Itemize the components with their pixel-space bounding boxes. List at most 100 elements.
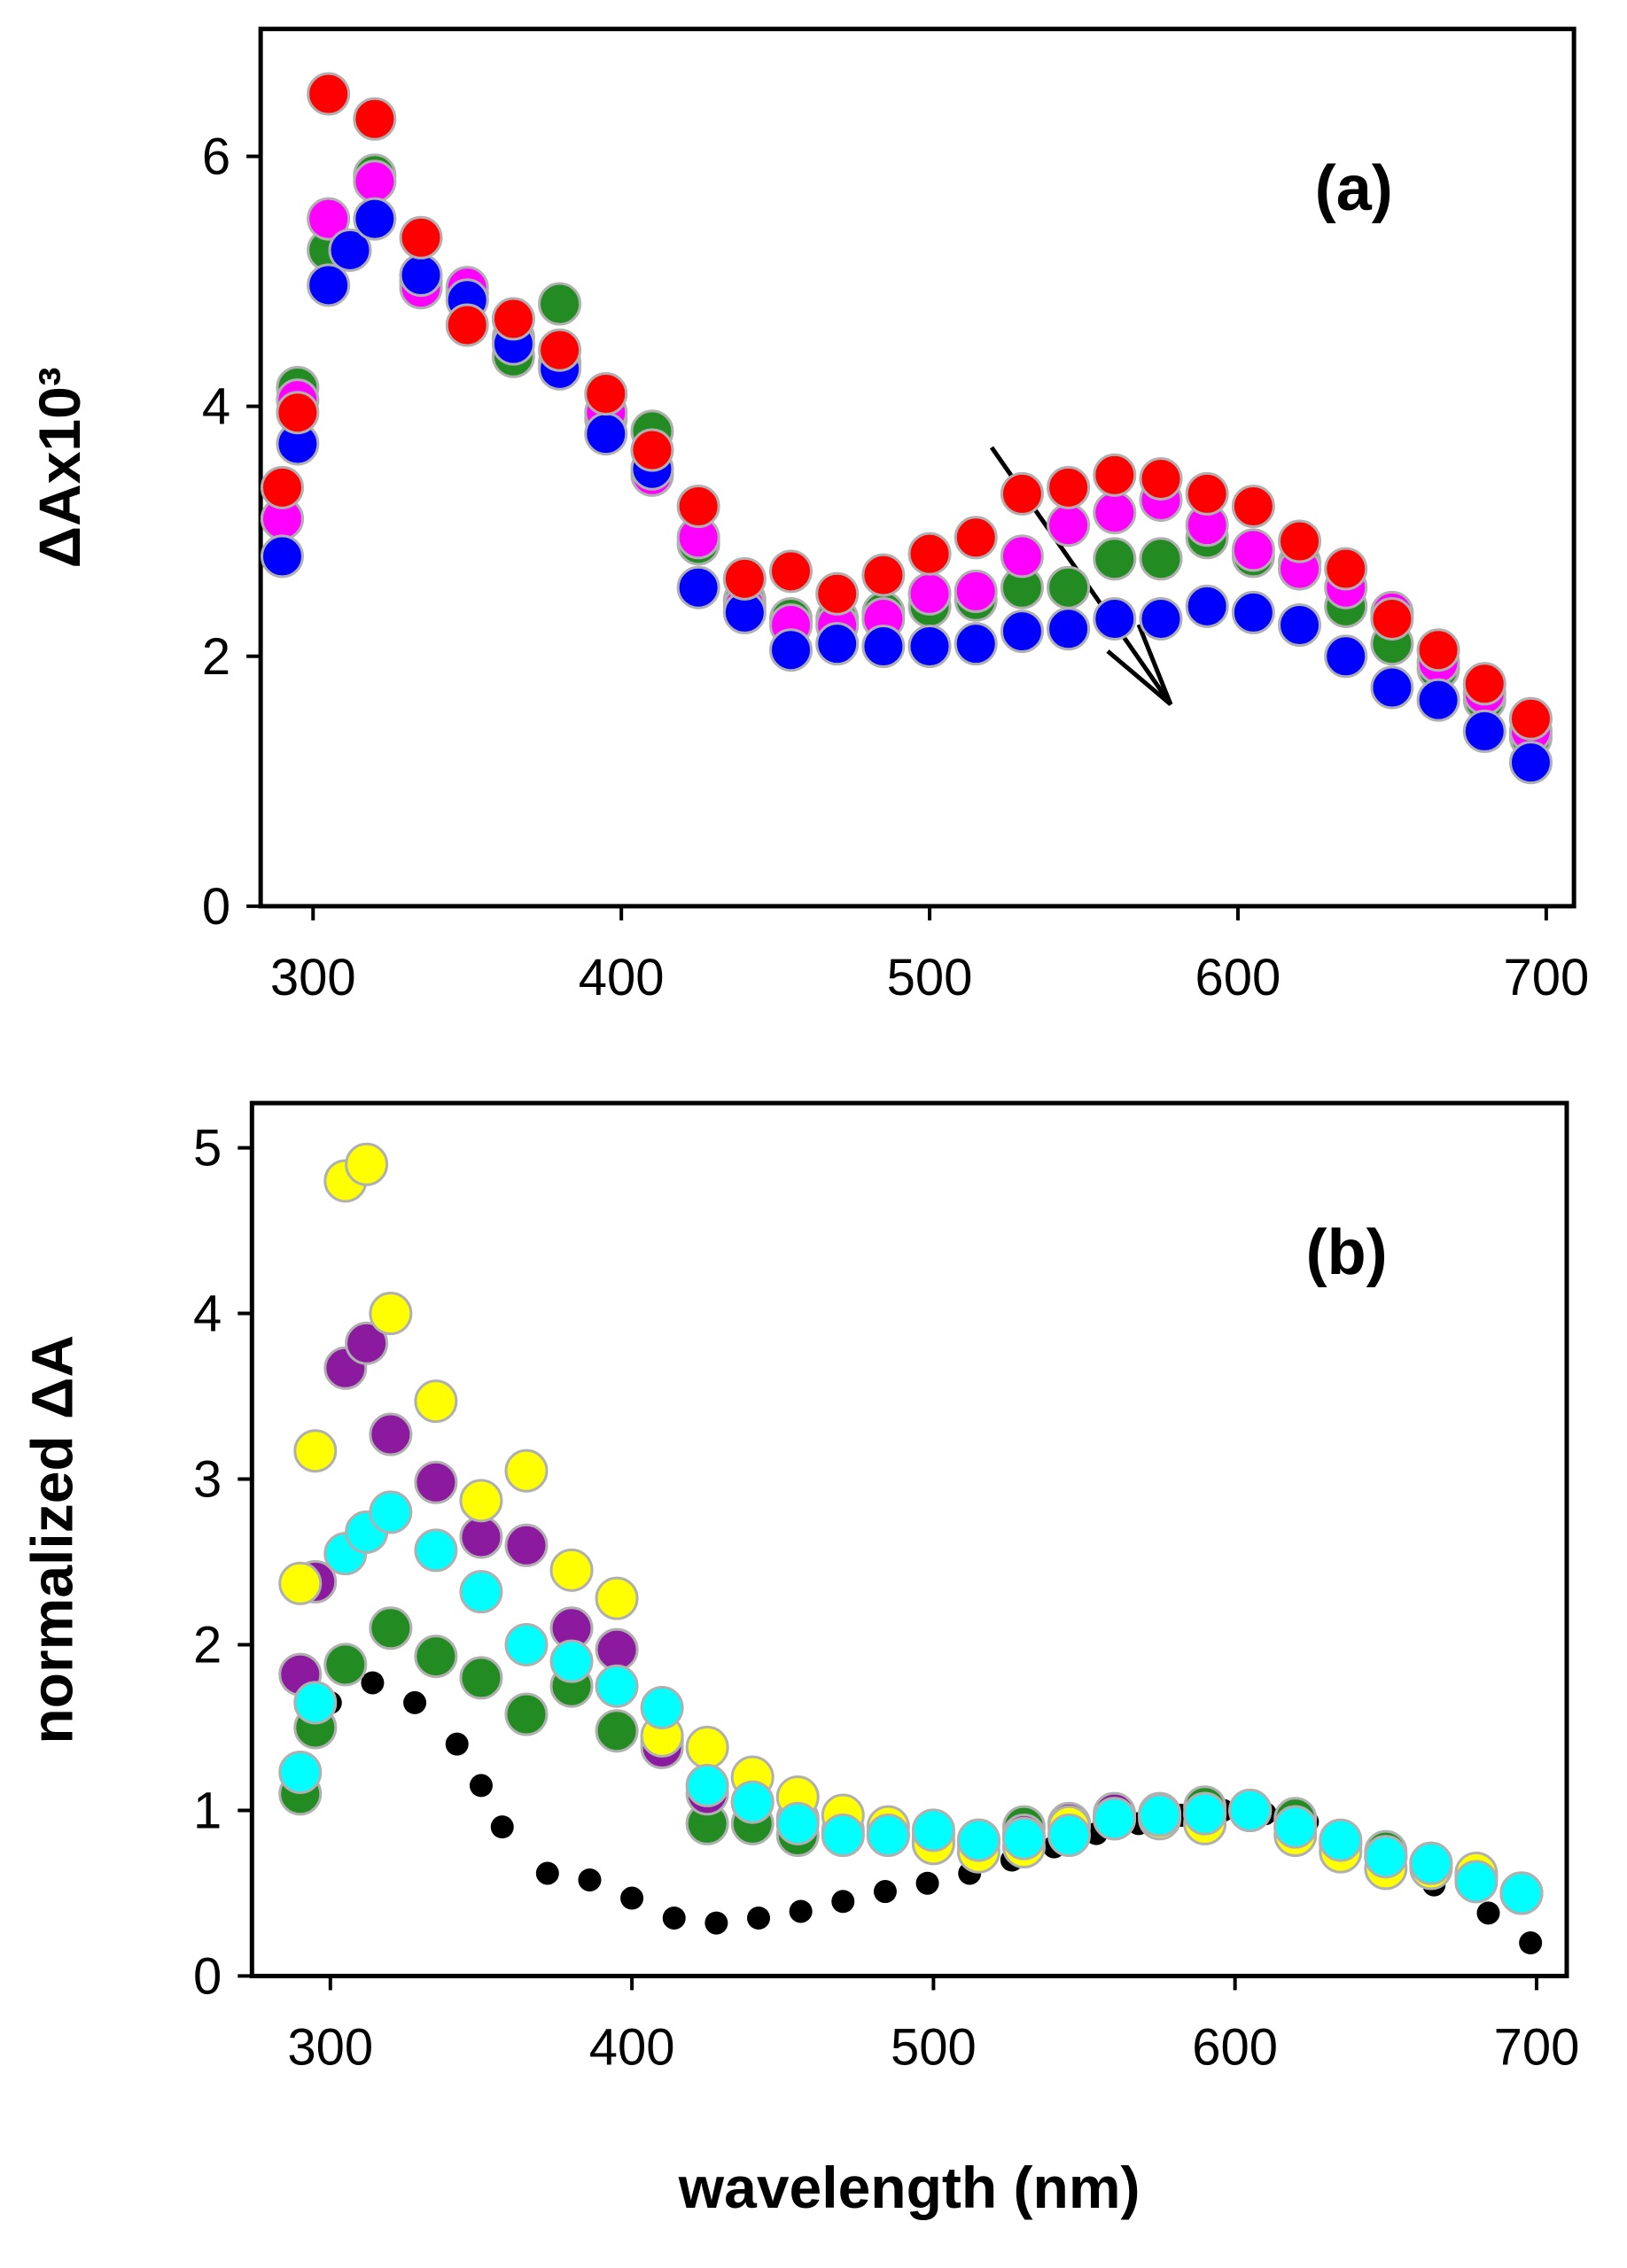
data-point	[504, 1523, 549, 1567]
data-point	[769, 549, 814, 594]
y-tick-label: 6	[202, 128, 230, 186]
data-point	[1231, 528, 1275, 572]
data-point	[399, 253, 443, 298]
data-point	[414, 1528, 458, 1573]
data-point	[1324, 547, 1368, 591]
data-point	[307, 263, 351, 307]
data-point	[445, 303, 489, 347]
data-point	[1370, 596, 1414, 641]
data-point	[403, 1690, 427, 1714]
data-point	[685, 1725, 729, 1769]
data-point	[861, 624, 906, 668]
data-point	[1370, 665, 1414, 710]
data-point	[620, 1886, 644, 1910]
data-point	[789, 1899, 813, 1923]
data-point	[1278, 519, 1322, 563]
data-point	[538, 282, 582, 326]
data-point	[504, 1622, 549, 1666]
data-point	[293, 1681, 338, 1725]
data-point	[278, 1561, 323, 1605]
data-point	[1139, 596, 1183, 641]
arrow-head	[1106, 624, 1173, 706]
x-tick-label: 600	[1195, 949, 1281, 1006]
data-point	[260, 465, 304, 509]
data-point	[369, 1490, 413, 1534]
data-point	[353, 97, 397, 141]
data-point	[1416, 628, 1460, 672]
data-point	[584, 372, 628, 416]
data-point	[278, 1750, 323, 1794]
data-point	[685, 1763, 729, 1807]
data-point	[549, 1548, 594, 1592]
data-point	[1047, 1813, 1092, 1857]
plot-frame	[258, 27, 1576, 909]
data-point	[1409, 1841, 1453, 1885]
data-point	[1228, 1788, 1273, 1832]
data-point	[459, 1656, 503, 1700]
plot-frame	[249, 1100, 1569, 1978]
data-point	[956, 1818, 1000, 1862]
data-point	[1047, 565, 1091, 610]
data-point	[595, 1664, 639, 1708]
data-point	[954, 516, 998, 560]
x-tick-label: 300	[287, 2018, 373, 2076]
data-point	[595, 1627, 639, 1672]
data-point	[954, 569, 998, 613]
data-point	[915, 1871, 939, 1895]
data-point	[276, 391, 320, 435]
data-point	[1499, 1871, 1544, 1915]
data-point	[361, 1671, 385, 1695]
data-point	[1000, 610, 1044, 654]
data-point	[445, 1732, 469, 1756]
data-point	[1139, 456, 1183, 501]
data-point	[538, 328, 582, 372]
y-tick-label: 0	[202, 878, 230, 936]
data-point	[954, 622, 998, 666]
x-tick-label: 500	[887, 949, 973, 1006]
y-tick-label: 5	[193, 1120, 222, 1177]
data-point	[1476, 1901, 1500, 1925]
data-point	[369, 1292, 413, 1336]
data-point	[1093, 453, 1137, 497]
data-point	[293, 1429, 338, 1473]
data-point	[369, 1412, 413, 1456]
data-point	[595, 1576, 639, 1620]
data-point	[1462, 662, 1506, 706]
data-point	[307, 197, 351, 241]
data-point	[1324, 634, 1368, 679]
data-point	[831, 1890, 855, 1914]
x-tick-label: 300	[270, 949, 356, 1006]
data-point	[353, 159, 397, 204]
data-point	[907, 571, 952, 616]
data-point	[1185, 584, 1229, 628]
data-point	[1519, 1931, 1543, 1955]
data-point	[459, 1515, 503, 1559]
data-point	[1093, 1797, 1137, 1841]
x-tick-label: 500	[891, 2018, 977, 2076]
data-point	[1139, 537, 1183, 581]
data-point	[1000, 471, 1044, 516]
data-point	[1183, 1791, 1227, 1836]
data-point	[369, 1606, 413, 1651]
data-point	[307, 72, 351, 116]
x-tick-label: 400	[579, 949, 665, 1006]
data-point	[1047, 465, 1091, 509]
data-point	[549, 1639, 594, 1683]
data-point	[1462, 709, 1506, 753]
data-point	[1508, 741, 1553, 785]
y-tick-label: 4	[202, 378, 230, 436]
data-point	[491, 297, 535, 341]
data-point	[866, 1813, 910, 1857]
data-point	[676, 485, 720, 529]
data-point	[535, 1861, 559, 1885]
data-point	[1047, 607, 1091, 651]
data-point	[459, 1479, 503, 1523]
data-point	[328, 228, 372, 272]
data-point	[1508, 696, 1553, 741]
y-tick-label: 2	[202, 628, 230, 686]
data-point	[907, 532, 952, 576]
data-point	[815, 571, 860, 616]
data-point	[414, 1460, 458, 1504]
data-point	[1364, 1835, 1408, 1879]
